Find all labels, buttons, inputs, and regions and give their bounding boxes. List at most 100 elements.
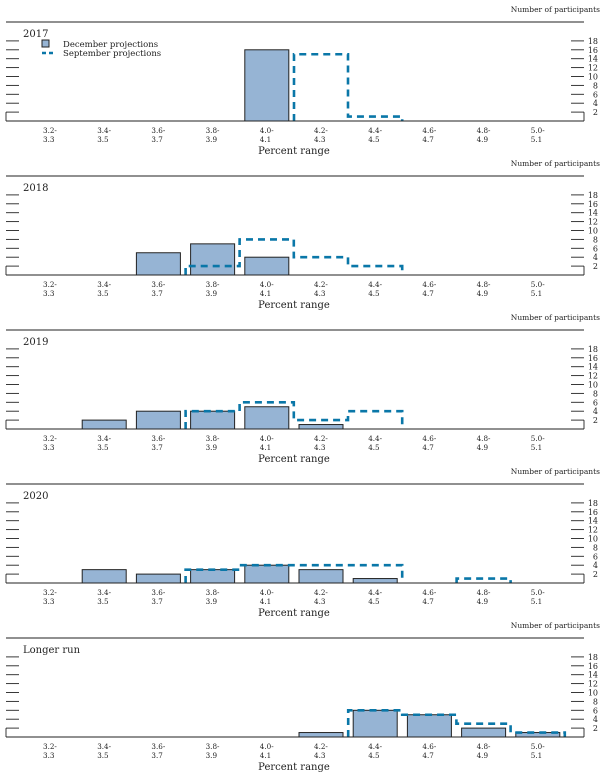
x-tick-label: 5.0- bbox=[531, 588, 545, 597]
x-tick-label: 3.9 bbox=[206, 597, 218, 606]
y-tick-label: 2 bbox=[593, 108, 598, 117]
x-tick-label: 4.6- bbox=[422, 588, 436, 597]
x-tick-label: 5.1 bbox=[531, 135, 542, 144]
x-tick-label: 3.6- bbox=[151, 742, 165, 751]
x-tick-label: 4.2- bbox=[314, 126, 328, 135]
december-bar-3.6-3.7 bbox=[135, 573, 181, 584]
y-tick-label: 8 bbox=[593, 389, 598, 398]
x-tick-label: 3.7 bbox=[151, 289, 163, 298]
x-tick-label: 4.8- bbox=[477, 742, 491, 751]
x-tick-label: 5.1 bbox=[531, 597, 542, 606]
x-tick-label: 4.4- bbox=[368, 280, 382, 289]
december-bar-4.4-4.5 bbox=[352, 578, 398, 584]
x-tick-label: 4.8- bbox=[477, 588, 491, 597]
y-tick-label: 14 bbox=[588, 363, 598, 372]
x-tick-label: 4.0- bbox=[260, 434, 274, 443]
september-outline bbox=[346, 709, 567, 737]
y-tick-label: 12 bbox=[588, 64, 598, 73]
december-bar-4.8-4.9 bbox=[461, 727, 507, 738]
x-tick-label: 3.2- bbox=[43, 434, 57, 443]
panel-2017: Number of participants 2017 24681012141618… bbox=[5, 5, 600, 157]
x-tick-label: 4.1 bbox=[260, 135, 271, 144]
x-tick-label: 5.0- bbox=[531, 434, 545, 443]
y-tick-label: 2 bbox=[593, 724, 598, 733]
x-tick-label: 4.6- bbox=[422, 434, 436, 443]
x-tick-label: 3.5 bbox=[97, 751, 109, 760]
y-tick-label: 10 bbox=[588, 227, 598, 236]
x-tick-label: 3.2- bbox=[43, 742, 57, 751]
y-tick-label: 8 bbox=[593, 235, 598, 244]
x-tick-label: 4.8- bbox=[477, 280, 491, 289]
x-tick-label: 4.9 bbox=[477, 289, 489, 298]
x-tick-label: 3.4- bbox=[97, 434, 111, 443]
x-tick-label: 4.6- bbox=[422, 126, 436, 135]
x-tick-label: 4.8- bbox=[477, 434, 491, 443]
x-tick-label: 5.1 bbox=[531, 443, 542, 452]
december-bar-4.0-4.1 bbox=[244, 564, 290, 584]
y-tick-label: 16 bbox=[588, 508, 598, 517]
x-tick-label: 4.9 bbox=[477, 751, 489, 760]
y-tick-label: 2 bbox=[593, 570, 598, 579]
y-tick-label: 16 bbox=[588, 662, 598, 671]
x-tick-label: 3.9 bbox=[206, 135, 218, 144]
x-tick-label: 3.8- bbox=[206, 280, 220, 289]
y-tick-label: 12 bbox=[588, 680, 598, 689]
december-bar-4.4-4.5 bbox=[352, 709, 398, 738]
y-tick-label: 4 bbox=[593, 715, 598, 724]
december-bar-3.8-3.9 bbox=[190, 569, 236, 584]
x-tick-label: 3.2- bbox=[43, 588, 57, 597]
x-tick-label: 4.5 bbox=[368, 443, 380, 452]
september-outline bbox=[455, 577, 512, 583]
x-axis-label: Percent range bbox=[258, 608, 330, 619]
y-tick-label: 6 bbox=[593, 706, 598, 715]
x-tick-label: 4.7 bbox=[422, 289, 434, 298]
y-tick-label: 18 bbox=[588, 37, 598, 46]
x-tick-label: 4.0- bbox=[260, 588, 274, 597]
x-tick-label: 4.2- bbox=[314, 588, 328, 597]
y-tick-label: 6 bbox=[593, 398, 598, 407]
legend-swatch-december bbox=[41, 39, 50, 48]
x-tick-label: 4.7 bbox=[422, 751, 434, 760]
x-tick-label: 3.3 bbox=[43, 597, 55, 606]
panel-2019: Number of participants 2019 24681012141618… bbox=[5, 313, 600, 465]
december-bar-3.8-3.9 bbox=[190, 243, 236, 276]
y-tick-label: 6 bbox=[593, 552, 598, 561]
x-tick-label: 4.7 bbox=[422, 597, 434, 606]
x-tick-label: 4.3 bbox=[314, 135, 326, 144]
x-tick-label: 3.6- bbox=[151, 126, 165, 135]
x-tick-label: 3.4- bbox=[97, 588, 111, 597]
x-axis-label: Percent range bbox=[258, 300, 330, 311]
x-tick-label: 3.5 bbox=[97, 289, 109, 298]
y-tick-label: 18 bbox=[588, 191, 598, 200]
x-tick-label: 4.3 bbox=[314, 751, 326, 760]
y-tick-label: 18 bbox=[588, 345, 598, 354]
x-tick-label: 3.9 bbox=[206, 289, 218, 298]
x-tick-label: 3.6- bbox=[151, 280, 165, 289]
december-bar-4.0-4.1 bbox=[244, 406, 290, 430]
x-tick-label: 4.3 bbox=[314, 443, 326, 452]
y-tick-label: 8 bbox=[593, 81, 598, 90]
x-tick-label: 3.8- bbox=[206, 126, 220, 135]
x-tick-label: 4.1 bbox=[260, 751, 271, 760]
y-axis-label: Number of participants bbox=[511, 159, 600, 168]
x-tick-label: 3.9 bbox=[206, 443, 218, 452]
x-tick-label: 3.8- bbox=[206, 588, 220, 597]
x-axis-label: Percent range bbox=[258, 762, 330, 773]
x-tick-label: 4.1 bbox=[260, 289, 271, 298]
x-tick-label: 3.7 bbox=[151, 597, 163, 606]
september-outline bbox=[184, 401, 404, 429]
x-tick-label: 4.5 bbox=[368, 597, 380, 606]
y-tick-label: 6 bbox=[593, 90, 598, 99]
x-tick-label: 3.7 bbox=[151, 135, 163, 144]
x-tick-label: 4.9 bbox=[477, 135, 489, 144]
y-tick-label: 12 bbox=[588, 218, 598, 227]
x-tick-label: 3.3 bbox=[43, 289, 55, 298]
x-tick-label: 4.8- bbox=[477, 126, 491, 135]
x-tick-label: 3.5 bbox=[97, 597, 109, 606]
y-tick-label: 10 bbox=[588, 535, 598, 544]
x-tick-label: 3.6- bbox=[151, 434, 165, 443]
y-tick-label: 18 bbox=[588, 653, 598, 662]
y-tick-label: 2 bbox=[593, 416, 598, 425]
y-tick-label: 14 bbox=[588, 55, 598, 64]
y-tick-label: 10 bbox=[588, 689, 598, 698]
